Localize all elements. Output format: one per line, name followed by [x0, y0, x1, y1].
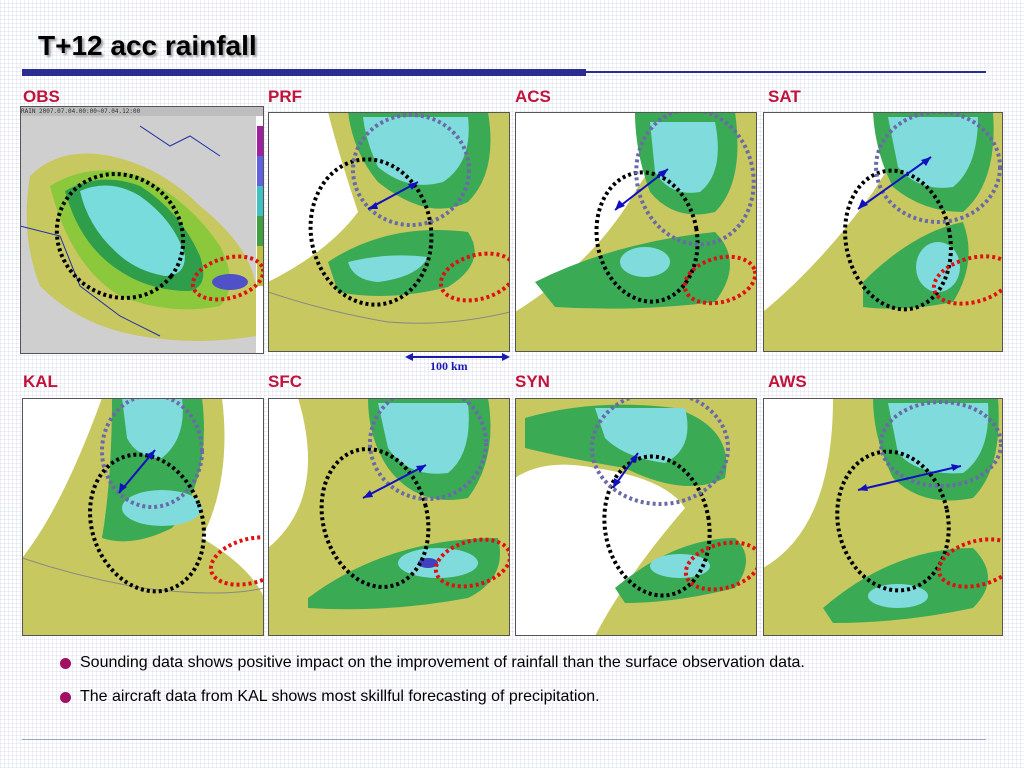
title-rule-thick [22, 69, 586, 76]
panel-label-kal: KAL [23, 372, 58, 391]
obs-rainfall-map [20, 106, 264, 354]
syn-rainfall-map [515, 398, 757, 636]
panel-label-sat: SAT [768, 87, 801, 106]
panel-label-aws: AWS [768, 372, 807, 391]
bullet-item: Sounding data shows positive impact on t… [60, 654, 805, 672]
bullet-text: Sounding data shows positive impact on t… [80, 654, 805, 671]
bullet-dot-icon [60, 691, 71, 703]
bullet-text: The aircraft data from KAL shows most sk… [80, 688, 600, 705]
scale-bar [405, 353, 510, 361]
sat-rainfall-map [763, 112, 1003, 352]
panel-label-obs: OBS [23, 87, 60, 106]
panel-label-syn: SYN [515, 372, 550, 391]
prf-rainfall-map [268, 112, 510, 352]
panel-label-prf: PRF [268, 87, 302, 106]
bullet-dot-icon [60, 657, 71, 669]
bullet-item: The aircraft data from KAL shows most sk… [60, 688, 600, 706]
obs-header-text: RAIN 2007.07.04.00:00~07.04.12:00 [21, 108, 141, 115]
scale-label: 100 km [430, 359, 468, 373]
title-rule-thin [586, 71, 986, 73]
slide-title: T+12 acc rainfall [38, 30, 257, 61]
kal-rainfall-map [22, 398, 264, 636]
bottom-rule [22, 739, 986, 740]
sfc-rainfall-map [268, 398, 510, 636]
panel-label-acs: ACS [515, 87, 551, 106]
aws-rainfall-map [763, 398, 1003, 636]
acs-rainfall-map [515, 112, 757, 352]
panel-label-sfc: SFC [268, 372, 302, 391]
